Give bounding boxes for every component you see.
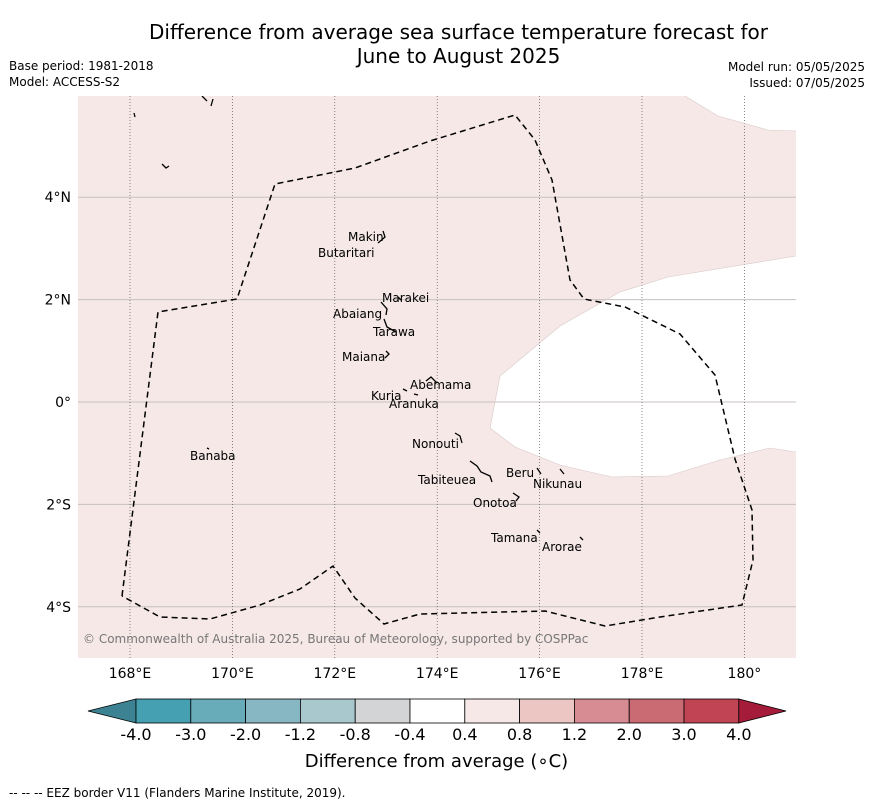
island-mark-kuria <box>402 388 419 396</box>
lon-tick-label: 176°E <box>518 666 561 682</box>
map-title: Difference from average sea surface temp… <box>0 20 873 68</box>
island-label-makin: Makin <box>348 230 384 244</box>
colorbar-segment <box>519 698 575 724</box>
lon-tick-label: 172°E <box>314 666 357 682</box>
lat-tick-label: 0° <box>55 395 71 411</box>
island-label-onotoa: Onotoa <box>473 496 517 510</box>
model-run: Model run: 05/05/2025 <box>727 60 865 74</box>
eez-footnote: -- -- -- EEZ border V11 (Flanders Marine… <box>9 786 346 800</box>
contour-edge <box>684 96 796 132</box>
island-mark-beru <box>536 467 542 475</box>
island-label-nonouti: Nonouti <box>412 437 459 451</box>
copyright-notice: © Commonwealth of Australia 2025, Bureau… <box>83 632 589 646</box>
colorbar-segment <box>574 698 630 724</box>
colorbar-tick-label: 4.0 <box>726 725 751 744</box>
issued-date: Issued: 07/05/2025 <box>749 76 865 90</box>
colorbar-tick-label: -4.0 <box>120 725 151 744</box>
colorbar-labels: -4.0 -3.0 -2.0 -1.2 -0.8 -0.4 0.4 0.8 1.2 2.0 3.0 4… <box>120 725 751 744</box>
island-mark-abemama <box>425 376 438 384</box>
colorbar-extend-high <box>738 698 787 724</box>
lat-tick-label: 2°S <box>46 497 71 513</box>
colorbar-segment <box>409 698 466 724</box>
island-mark-abaiang <box>380 301 388 316</box>
meta-right: Model run: 05/05/2025 Issued: 07/05/2025 <box>728 59 865 91</box>
island-mark-top3 <box>161 163 170 169</box>
colorbar-segment <box>190 698 247 724</box>
island-mark-maiana <box>384 350 390 359</box>
island-label-aranuka: Aranuka <box>389 397 439 411</box>
island-mark-makin <box>377 230 386 244</box>
colorbar-segment <box>299 698 356 724</box>
colorbar-title: Difference from average (∘C) <box>304 751 569 772</box>
island-mark-nonouti <box>454 432 463 444</box>
lon-tick-label: 180° <box>728 666 762 682</box>
island-mark-tabiteuea <box>469 460 493 483</box>
island-label-nikunau: Nikunau <box>533 477 582 491</box>
island-mark-top2 <box>133 112 136 118</box>
colorbar-segment <box>464 698 520 724</box>
colorbar-segment <box>354 698 411 724</box>
island-mark-marakei <box>397 296 402 301</box>
colorbar-segment <box>135 698 192 724</box>
lon-tick-label: 168°E <box>109 666 152 682</box>
lat-tick-label: 4°S <box>46 600 71 616</box>
island-labels: Makin Butaritari Marakei Abaiang Tarawa … <box>190 230 582 554</box>
colorbar-tick-label: 0.8 <box>507 725 532 744</box>
island-mark-nikunau <box>559 468 565 475</box>
island-label-kuria: Kuria <box>371 389 402 403</box>
colorbar-tick-label: 1.2 <box>562 725 587 744</box>
lon-tick-label: 178°E <box>621 666 664 682</box>
island-label-marakei: Marakei <box>382 291 429 305</box>
island-mark-onotoa <box>512 492 520 502</box>
base-period: Base period: 1981-2018 <box>9 59 154 73</box>
island-mark-arorae <box>579 536 584 541</box>
colorbar-tick-label: -3.0 <box>175 725 206 744</box>
island-label-maiana: Maiana <box>342 350 385 364</box>
lon-tick-labels: 168°E 170°E 172°E 174°E 176°E 178°E 180° <box>109 666 762 682</box>
lat-tick-label: 4°N <box>45 190 71 206</box>
colorbar-tick-label: -1.2 <box>285 725 316 744</box>
colorbar-segment <box>245 698 301 724</box>
island-mark-top1 <box>201 96 214 107</box>
eez-border <box>121 114 754 627</box>
colorbar-tick-label: 0.4 <box>452 725 477 744</box>
colorbar-tick-label: 3.0 <box>671 725 696 744</box>
title-line2: June to August 2025 <box>356 44 561 68</box>
island-label-beru: Beru <box>506 466 534 480</box>
lon-tick-label: 170°E <box>211 666 254 682</box>
contour-edge-2 <box>489 255 796 478</box>
island-mark-tarawa <box>383 318 397 333</box>
lat-tick-label: 2°N <box>45 293 71 309</box>
island-label-abaiang: Abaiang <box>333 307 382 321</box>
island-label-abemama: Abemama <box>410 378 471 392</box>
colorbar-tick-label: 2.0 <box>616 725 641 744</box>
colorbar-extend-low <box>87 698 137 724</box>
island-mark-banaba <box>206 447 210 450</box>
island-label-tamana: Tamana <box>490 531 538 545</box>
colorbar <box>87 698 787 724</box>
map-area: Makin Butaritari Marakei Abaiang Tarawa … <box>78 96 796 658</box>
island-marks <box>133 96 584 541</box>
meta-left: Base period: 1981-2018 Model: ACCESS-S2 <box>9 58 154 90</box>
island-label-butaritari: Butaritari <box>318 246 375 260</box>
colorbar-tick-label: -0.8 <box>340 725 371 744</box>
island-label-tabiteuea: Tabiteuea <box>417 473 476 487</box>
island-label-banaba: Banaba <box>190 449 236 463</box>
colorbar-tick-label: -0.4 <box>394 725 425 744</box>
island-mark-tamana <box>536 529 541 534</box>
title-line1: Difference from average sea surface temp… <box>148 20 768 44</box>
colorbar-segment <box>628 698 685 724</box>
lon-tick-label: 174°E <box>416 666 459 682</box>
island-label-arorae: Arorae <box>542 540 582 554</box>
lon-gridlines <box>129 96 745 658</box>
model-name: Model: ACCESS-S2 <box>9 75 121 89</box>
island-label-tarawa: Tarawa <box>372 325 415 339</box>
colorbar-tick-label: -2.0 <box>230 725 261 744</box>
colorbar-segment <box>683 698 740 724</box>
lat-tick-labels: 4°N 2°N 0° 2°S 4°S <box>45 190 72 616</box>
